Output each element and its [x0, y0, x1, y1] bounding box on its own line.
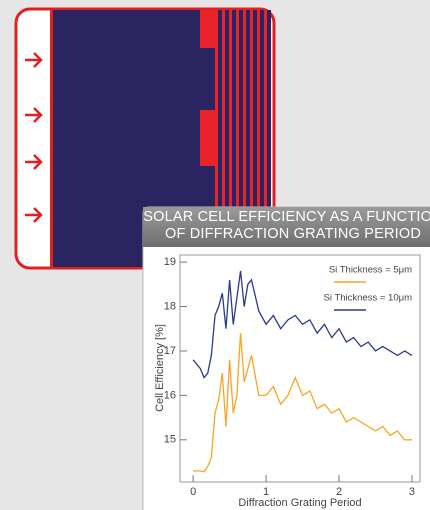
x-axis-label: Diffraction Grating Period	[238, 497, 361, 509]
series-line	[192, 270, 413, 379]
light-arrows	[25, 52, 43, 223]
plot-frame	[179, 254, 421, 483]
y-axis-label: Cell Efficiency [%]	[154, 324, 166, 412]
panel	[142, 206, 430, 510]
x-tick-label: 1	[263, 486, 269, 498]
front-layer	[50, 10, 53, 267]
y-tick-label: 18	[164, 300, 176, 312]
chart-panel: Diffraction Grating Period Cell Efficien…	[142, 206, 430, 510]
y-tick-label: 19	[164, 256, 176, 268]
y-tick-label: 17	[164, 345, 176, 357]
x-tick-label: 0	[190, 486, 196, 498]
legend-label: Si Thickness = 10μm	[324, 293, 413, 304]
chart-title: SOLAR CELL EFFICIENCY AS A FUNCTION OF D…	[143, 209, 430, 242]
series-line	[193, 333, 412, 473]
legend-label: Si Thickness = 5μm	[329, 265, 412, 276]
x-tick-label: 2	[336, 486, 342, 498]
y-tick-label: 15	[164, 434, 176, 446]
x-tick-label: 3	[409, 486, 415, 498]
title-band	[143, 207, 430, 247]
y-tick-label: 16	[164, 389, 176, 401]
